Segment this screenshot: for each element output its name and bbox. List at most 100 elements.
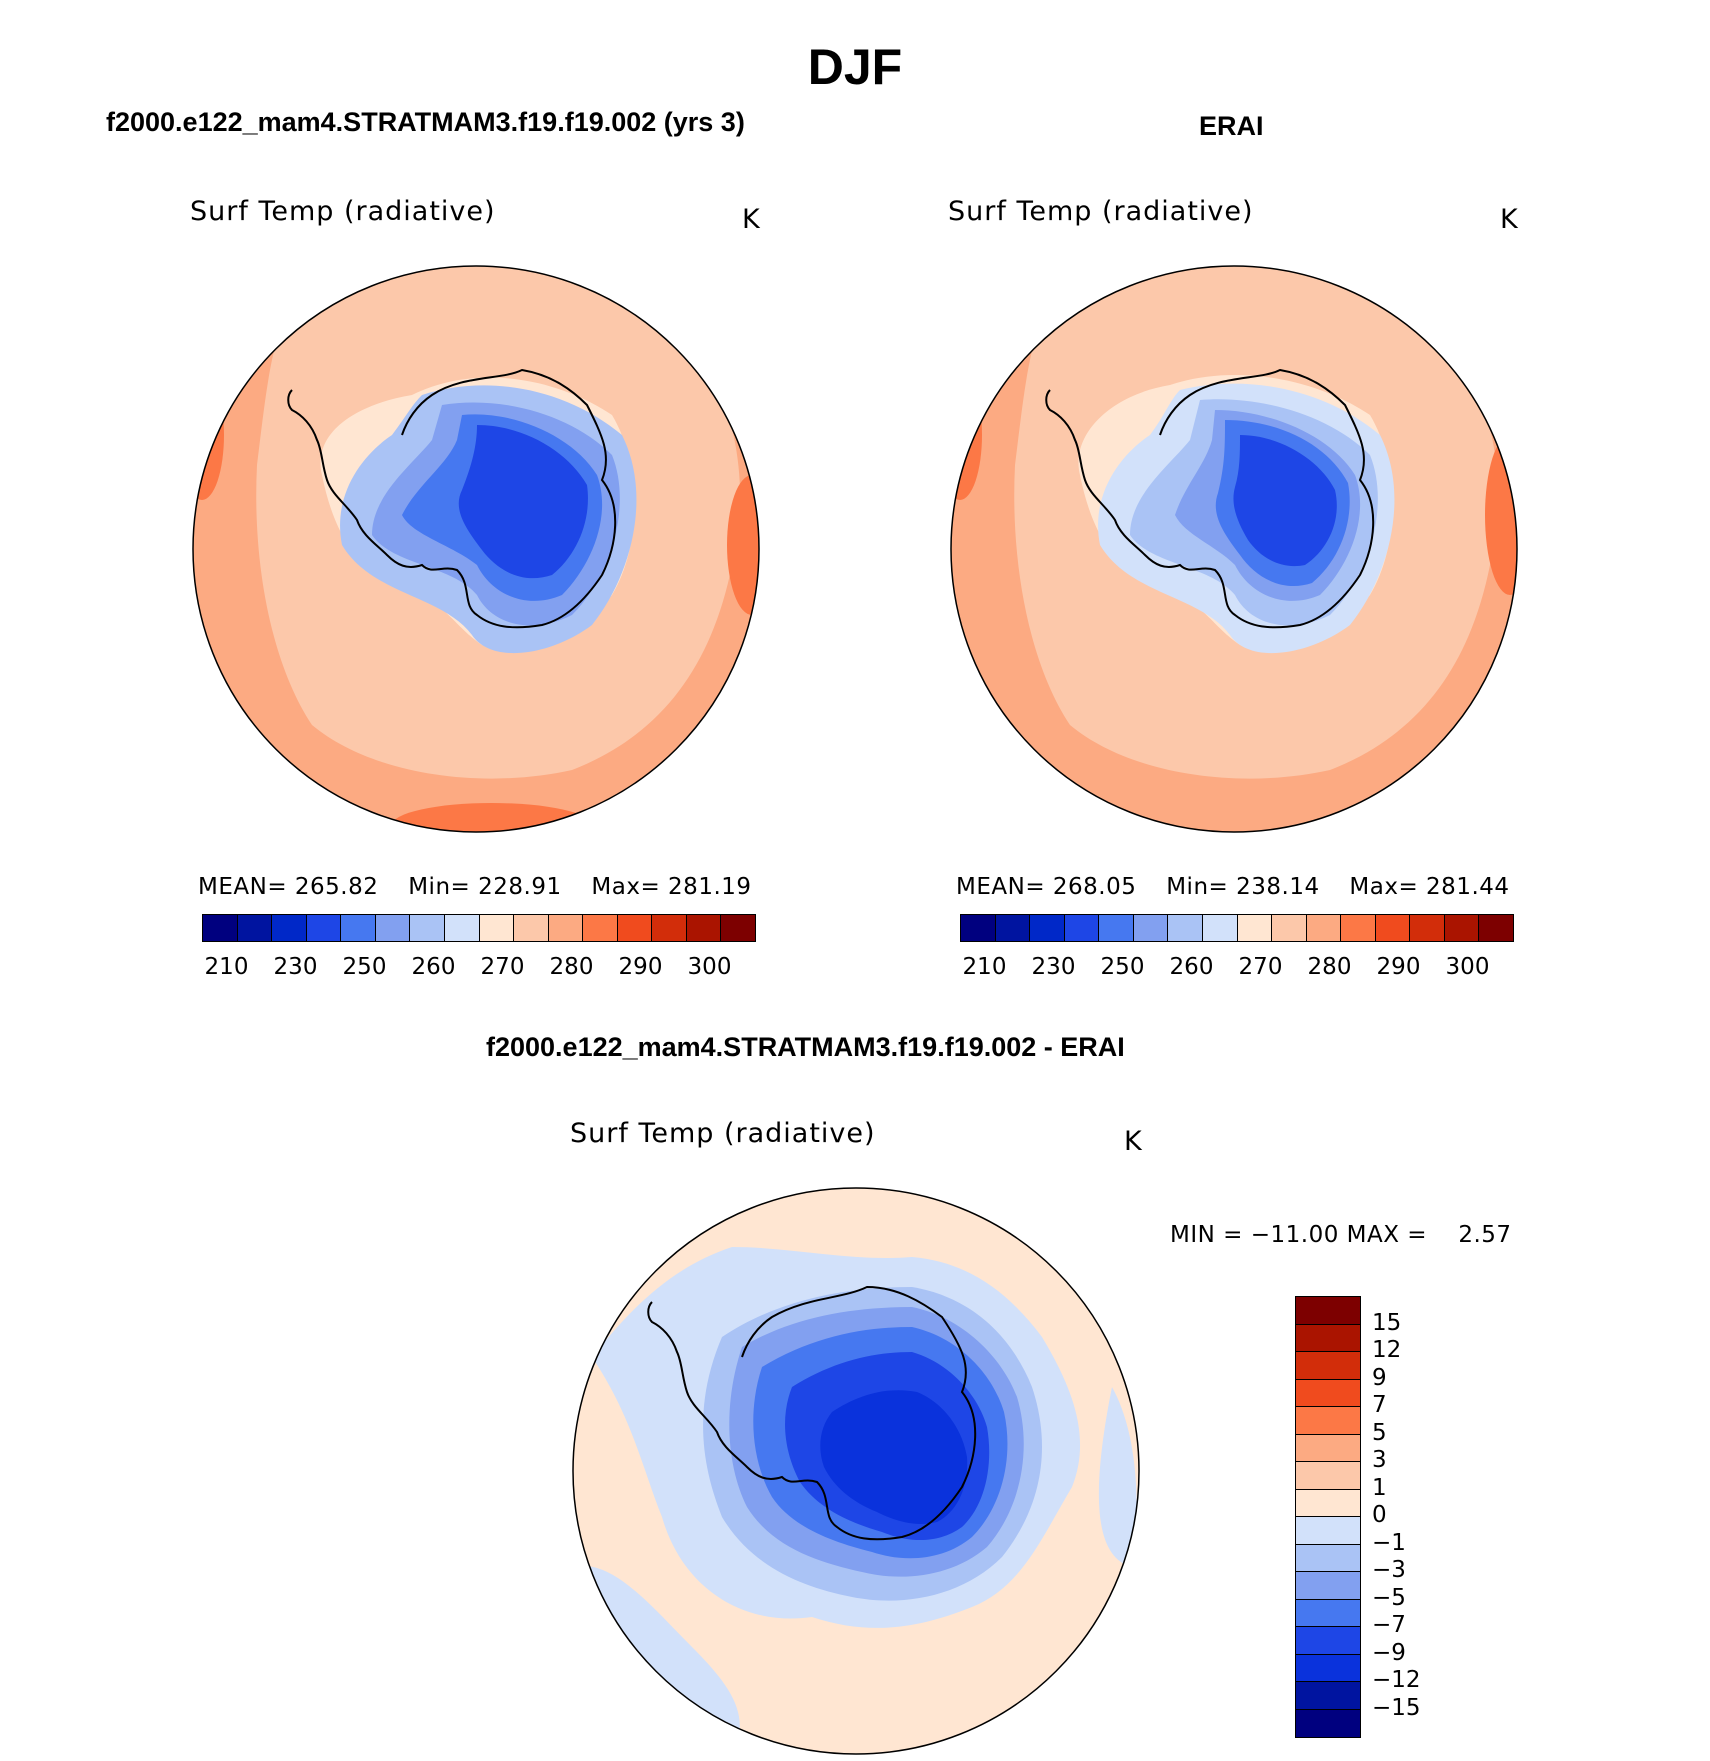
colorbar-swatch xyxy=(652,915,687,941)
colorbar-tick-label: 9 xyxy=(1372,1364,1387,1391)
colorbar-swatch xyxy=(203,915,238,941)
max-label: Max= xyxy=(1349,874,1419,900)
colorbar-tick-label: 290 xyxy=(618,954,663,980)
obs-panel-heading: ERAI xyxy=(1199,111,1264,141)
colorbar-swatch xyxy=(237,915,273,941)
obs-map xyxy=(950,265,1518,833)
colorbar-tick-label: 280 xyxy=(549,954,594,980)
mean-value: 268.05 xyxy=(1052,874,1137,900)
colorbar-swatch xyxy=(1296,1352,1360,1380)
min-value: 238.14 xyxy=(1236,874,1320,900)
colorbar-tick-label: 1 xyxy=(1372,1474,1387,1501)
colorbar-swatch xyxy=(1099,915,1134,941)
colorbar-tick-label: 260 xyxy=(411,954,456,980)
colorbar-tick-label: 250 xyxy=(342,954,387,980)
colorbar-tick-label: 300 xyxy=(687,954,732,980)
colorbar-swatch xyxy=(1444,915,1480,941)
obs-colorbar xyxy=(960,914,1514,942)
colorbar-tick-label: 210 xyxy=(204,954,249,980)
colorbar-tick-label: 5 xyxy=(1372,1419,1387,1446)
diff-units-label: K xyxy=(1124,1126,1143,1157)
model-colorbar-ticks: 210 230 250 260 270 280 290 300 xyxy=(202,954,754,984)
colorbar-tick-label: 230 xyxy=(1031,954,1076,980)
model-panel-heading: f2000.e122_mam4.STRATMAM3.f19.f19.002 (y… xyxy=(106,107,745,137)
diff-colorbar-ticks: 15 12 9 7 5 3 1 0 −1 −3 −5 −7 −9 −12 −15 xyxy=(1372,1296,1472,1736)
colorbar-swatch xyxy=(1306,915,1342,941)
mean-label: MEAN= xyxy=(198,874,288,900)
colorbar-swatch xyxy=(1064,915,1100,941)
colorbar-swatch xyxy=(1030,915,1065,941)
mean-value: 265.82 xyxy=(294,874,379,900)
colorbar-swatch xyxy=(686,915,722,941)
colorbar-swatch xyxy=(444,915,480,941)
colorbar-swatch xyxy=(1296,1462,1360,1490)
colorbar-tick-label: −15 xyxy=(1372,1694,1421,1721)
colorbar-swatch xyxy=(1133,915,1169,941)
max-value: 281.44 xyxy=(1426,874,1510,900)
colorbar-swatch xyxy=(479,915,515,941)
model-stats: MEAN= 265.82 Min= 228.91 Max= 281.19 xyxy=(198,874,752,900)
colorbar-swatch xyxy=(1296,1544,1360,1572)
obs-field-label: Surf Temp (radiative) xyxy=(948,196,1254,227)
diff-map xyxy=(572,1187,1140,1755)
obs-colorbar-ticks: 210 230 250 260 270 280 290 300 xyxy=(960,954,1512,984)
obs-stats: MEAN= 268.05 Min= 238.14 Max= 281.44 xyxy=(956,874,1510,900)
colorbar-swatch xyxy=(1168,915,1203,941)
colorbar-tick-label: 280 xyxy=(1307,954,1352,980)
colorbar-swatch xyxy=(1296,1434,1360,1462)
obs-units-label: K xyxy=(1500,204,1519,235)
min-value: 228.91 xyxy=(478,874,562,900)
colorbar-tick-label: 210 xyxy=(962,954,1007,980)
colorbar-tick-label: −7 xyxy=(1372,1612,1406,1638)
colorbar-swatch xyxy=(1296,1517,1360,1545)
colorbar-tick-label: 270 xyxy=(480,954,525,980)
colorbar-swatch xyxy=(341,915,376,941)
diff-minmax: MIN = −11.00 MAX = 2.57 xyxy=(1170,1222,1512,1248)
colorbar-tick-label: −1 xyxy=(1372,1529,1406,1556)
colorbar-swatch xyxy=(1296,1379,1360,1407)
model-colorbar xyxy=(202,914,756,942)
colorbar-swatch xyxy=(410,915,445,941)
colorbar-swatch xyxy=(1237,915,1273,941)
colorbar-swatch xyxy=(1296,1324,1360,1352)
colorbar-tick-label: 270 xyxy=(1238,954,1283,980)
colorbar-tick-label: 250 xyxy=(1100,954,1145,980)
diff-field-label: Surf Temp (radiative) xyxy=(570,1118,876,1149)
max-label: Max= xyxy=(591,874,661,900)
colorbar-swatch xyxy=(1375,915,1411,941)
page-title: DJF xyxy=(807,39,903,95)
colorbar-swatch xyxy=(306,915,342,941)
colorbar-swatch xyxy=(272,915,307,941)
colorbar-swatch xyxy=(1410,915,1445,941)
colorbar-swatch xyxy=(721,915,755,941)
model-map xyxy=(192,265,760,833)
colorbar-swatch xyxy=(1272,915,1307,941)
model-units-label: K xyxy=(742,204,761,235)
min-label: Min= xyxy=(1166,874,1229,900)
colorbar-swatch xyxy=(1296,1654,1360,1682)
colorbar-swatch xyxy=(995,915,1031,941)
max-value: 281.19 xyxy=(668,874,752,900)
colorbar-swatch xyxy=(961,915,996,941)
colorbar-swatch xyxy=(1296,1682,1360,1710)
colorbar-tick-label: 12 xyxy=(1372,1337,1402,1363)
colorbar-swatch xyxy=(1479,915,1513,941)
colorbar-tick-label: 290 xyxy=(1376,954,1421,980)
colorbar-swatch xyxy=(583,915,618,941)
diff-panel-heading: f2000.e122_mam4.STRATMAM3.f19.f19.002 - … xyxy=(486,1032,1125,1062)
colorbar-tick-label: −3 xyxy=(1372,1557,1406,1583)
colorbar-swatch xyxy=(1296,1599,1360,1627)
colorbar-swatch xyxy=(375,915,411,941)
colorbar-swatch xyxy=(1296,1407,1360,1435)
colorbar-tick-label: 7 xyxy=(1372,1392,1387,1418)
min-label: Min= xyxy=(408,874,471,900)
colorbar-swatch xyxy=(1296,1489,1360,1517)
colorbar-swatch xyxy=(1296,1709,1360,1737)
colorbar-tick-label: 260 xyxy=(1169,954,1214,980)
colorbar-swatch xyxy=(1296,1297,1360,1325)
colorbar-tick-label: −12 xyxy=(1372,1667,1421,1693)
colorbar-swatch xyxy=(548,915,584,941)
colorbar-swatch xyxy=(1296,1627,1360,1655)
colorbar-tick-label: 3 xyxy=(1372,1447,1387,1473)
mean-label: MEAN= xyxy=(956,874,1046,900)
